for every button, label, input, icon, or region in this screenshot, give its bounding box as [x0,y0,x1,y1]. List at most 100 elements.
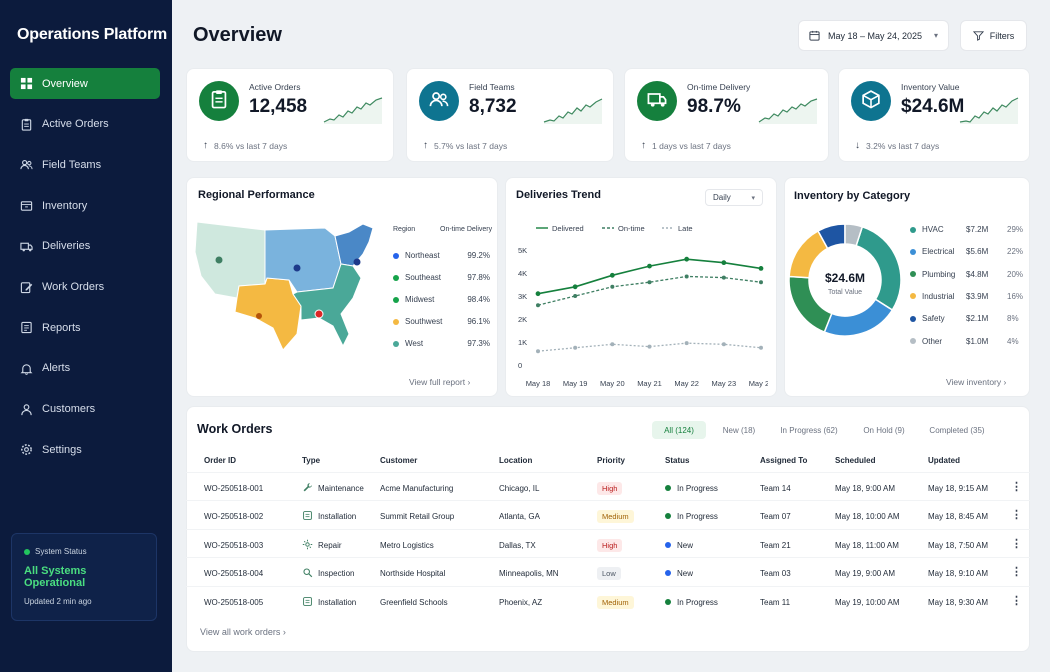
priority-badge: Medium [597,509,634,523]
row-divider [186,586,1030,587]
order-updated: May 18, 9:30 AM [928,597,989,607]
more-options-icon[interactable]: ⋮ [1011,481,1022,493]
tab-on-hold[interactable]: On Hold (9) [863,425,905,435]
region-northeast [334,223,374,267]
tab-in-progress[interactable]: In Progress (62) [780,425,838,435]
regional-title: Regional Performance [198,189,315,201]
more-options-icon[interactable]: ⋮ [1011,595,1022,607]
more-options-icon[interactable]: ⋮ [1011,538,1022,550]
region-value: 97.8% [467,273,490,282]
data-point [536,303,540,308]
install-icon [302,510,313,523]
kpi-label: On-time Delivery [687,82,751,92]
order-type: Inspection [302,566,354,580]
region-row: West 97.3% [393,339,490,348]
sidebar-item-label: Customers [42,403,96,416]
sidebar-item-label: Work Orders [42,281,105,293]
region-southeast [292,263,362,348]
tab-completed[interactable]: Completed (35) [929,425,985,435]
order-status: In Progress [665,509,718,523]
filters-button[interactable]: Filters [960,20,1027,51]
data-point [684,274,689,279]
region-name: Southwest [405,317,443,326]
regional-performance-card: Regional Performance Region On-time Deli… [186,177,498,397]
category-name: Electrical [922,247,955,257]
order-type: Installation [302,595,356,609]
row-divider [186,557,1030,558]
kpi-delta-text: 1 days vs last 7 days [652,140,731,151]
box-icon [19,199,33,213]
sidebar-item-overview[interactable]: Overview [10,68,160,99]
more-options-icon[interactable]: ⋮ [1011,509,1022,521]
row-divider [186,529,1030,530]
system-status-label: System Status [35,547,87,556]
sidebar-item-work-orders[interactable]: Work Orders [10,272,160,303]
category-pct: 22% [1007,247,1024,257]
data-point [758,266,764,271]
region-name: Northeast [405,251,440,260]
donut-center-label: Total Value [828,289,862,296]
x-tick-label: May 21 [637,379,662,388]
deliveries-line-chart: Delivered On-time Late 0 1K 2K 3K 4K 5K May 18 May… [518,224,768,388]
sparkline [959,97,1019,130]
system-status-value: All Systems Operational [24,565,87,589]
status-dot [665,542,671,548]
status-dot [665,485,671,491]
category-name: HVAC [922,225,944,234]
kpi-card-field-teams: Field Teams 8,732 ↑ 5.7% vs last 7 days [406,68,614,162]
order-status: New [665,538,693,552]
y-tick-label: 0 [518,361,522,370]
order-id[interactable]: WO-250518-001 [204,483,264,493]
view-full-report-link[interactable]: View full report › [409,377,470,387]
sidebar-item-customers[interactable]: Customers [10,394,160,425]
inventory-legend-row: Other $1.0M 4% [910,337,1023,346]
sidebar-item-settings[interactable]: Settings [10,434,160,465]
tab-new[interactable]: New (18) [722,425,756,435]
region-value: 98.4% [467,295,490,304]
more-options-icon[interactable]: ⋮ [1011,566,1022,578]
view-all-work-orders-link[interactable]: View all work orders › [200,627,286,637]
repair-icon [302,539,313,552]
data-point [721,260,727,266]
date-range-picker[interactable]: May 18 – May 24, 2025 ▾ [798,20,949,51]
app-title: Operations Platform [17,26,168,43]
grid-icon [19,77,33,91]
status-label: New [677,540,694,550]
x-tick-label: May 22 [674,379,699,388]
inventory-legend-row: Electrical $5.6M 22% [910,247,1023,256]
donut-slice-electrical [823,298,894,337]
data-point [610,342,615,347]
order-id[interactable]: WO-250518-003 [204,540,264,550]
order-id[interactable]: WO-250518-005 [204,597,264,607]
region-name: West [405,339,424,348]
sidebar-item-active-orders[interactable]: Active Orders [10,109,160,140]
column-header-type: Type [302,456,321,465]
tab-all[interactable]: All (124) [652,421,706,439]
legend-dot [393,274,399,281]
system-status-card: System Status All Systems Operational Up… [11,533,157,621]
order-customer: Summit Retail Group [380,511,455,521]
inventory-title: Inventory by Category [794,190,911,202]
order-id[interactable]: WO-250518-002 [204,511,264,521]
order-id[interactable]: WO-250518-004 [204,568,264,578]
period-select[interactable]: Daily ▾ [705,189,763,206]
view-inventory-link[interactable]: View inventory › [946,377,1006,387]
order-status: In Progress [665,595,718,609]
sidebar-item-deliveries[interactable]: Deliveries [10,231,160,262]
order-type-label: Inspection [318,568,355,578]
arrow-up-icon: ↑ [641,140,646,151]
legend-dot [393,296,399,303]
order-type: Maintenance [302,481,364,495]
sidebar-item-reports[interactable]: Reports [10,312,160,343]
sidebar-item-field-teams[interactable]: Field Teams [10,149,160,180]
data-point [572,284,578,290]
legend-dot [910,338,916,344]
category-value: $7.2M [966,225,989,234]
sidebar-item-inventory[interactable]: Inventory [10,190,160,221]
truck-icon [647,89,667,114]
clipboard-icon [209,89,229,114]
cube-icon [861,89,881,114]
sidebar-item-alerts[interactable]: Alerts [10,353,160,384]
region-row: Southeast 97.8% [393,273,490,282]
kpi-value: $24.6M [901,96,965,117]
